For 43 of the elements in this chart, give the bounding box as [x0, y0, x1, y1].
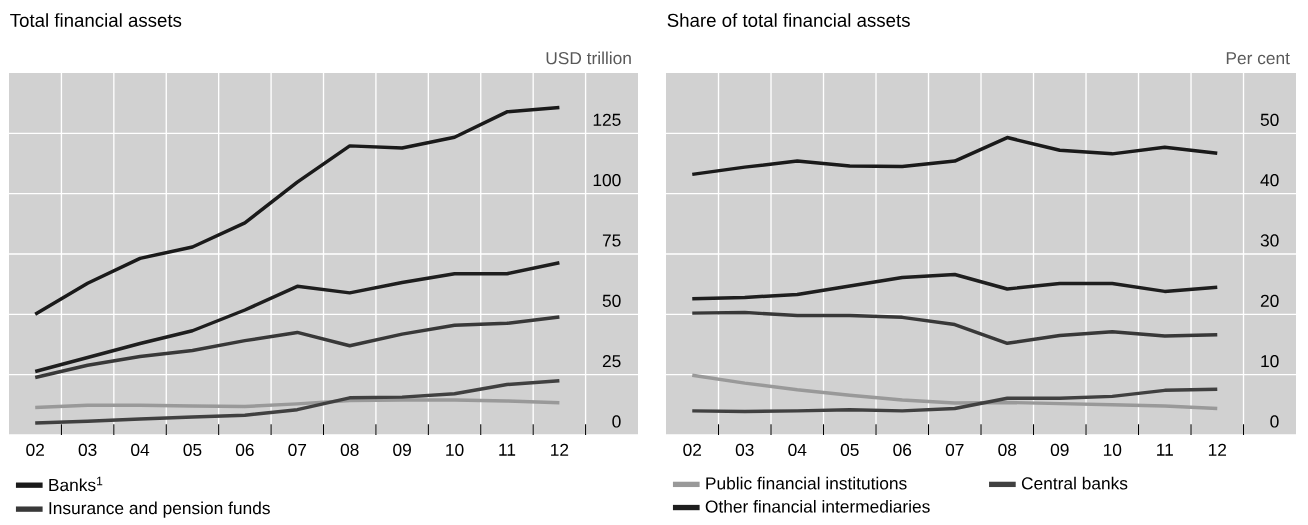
x-tick-label: 10 [446, 443, 464, 456]
y-axis-title: Per cent [1226, 52, 1290, 65]
y-tick-label: 0 [1270, 415, 1279, 428]
x-tick-label: 02 [683, 443, 702, 456]
y-tick-label: 20 [1260, 294, 1279, 307]
x-tick-label: 03 [78, 443, 97, 456]
y-tick-label: 10 [1261, 355, 1279, 368]
x-tick-label: 03 [735, 443, 754, 456]
legend-label: Banks$^{1}$ [49, 476, 103, 492]
x-tick-label: 08 [998, 443, 1017, 456]
y-tick-label: 0 [612, 415, 621, 428]
x-tick-label: 08 [340, 443, 359, 456]
x-tick-label: 05 [183, 443, 202, 456]
y-tick-label: 40 [1260, 174, 1279, 187]
chart-title: Share of total financial assets [667, 13, 910, 27]
legend-label: Public financial institutions [706, 476, 907, 490]
x-tick-label: 11 [499, 443, 516, 456]
x-tick-label: 11 [1157, 443, 1173, 456]
y-tick-label: 50 [1260, 113, 1279, 126]
x-tick-label: 06 [235, 443, 254, 456]
x-tick-label: 12 [1208, 443, 1227, 456]
legend-label: Other financial intermediaries [705, 499, 930, 513]
x-tick-label: 10 [1103, 443, 1122, 456]
legend-label: Insurance and pension funds [49, 501, 270, 518]
x-tick-label: 12 [551, 443, 569, 456]
y-tick-label: 75 [602, 234, 621, 247]
y-tick-label: 125 [593, 113, 621, 126]
y-tick-label: 100 [593, 174, 621, 187]
y-tick-label: 30 [1260, 234, 1279, 247]
y-axis-title: USD trillion [546, 51, 631, 65]
x-tick-label: 02 [26, 443, 44, 456]
x-tick-label: 07 [288, 443, 307, 456]
x-tick-label: 04 [131, 443, 150, 456]
x-tick-label: 05 [840, 443, 859, 456]
legend-label: Central banks [1021, 476, 1128, 490]
chart-title: Total financial assets [10, 13, 182, 27]
x-tick-label: 07 [945, 443, 964, 456]
x-tick-label: 06 [893, 443, 912, 456]
y-tick-label: 50 [602, 294, 621, 307]
x-tick-label: 09 [393, 443, 411, 456]
x-tick-label: 09 [1050, 443, 1069, 456]
y-tick-label: 25 [602, 355, 621, 368]
x-tick-label: 04 [788, 443, 807, 456]
